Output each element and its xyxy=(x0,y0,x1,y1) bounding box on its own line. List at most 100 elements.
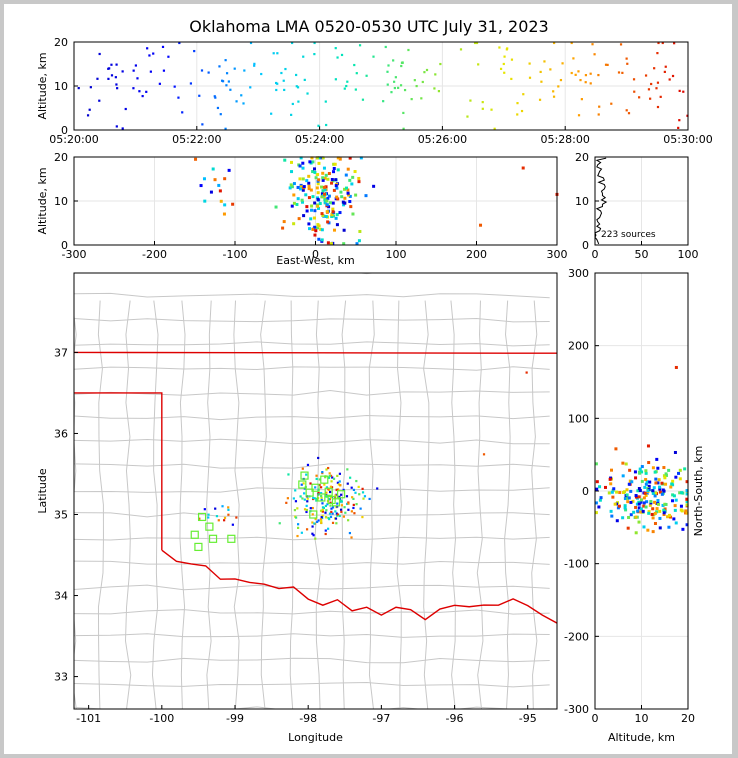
source-point xyxy=(656,499,660,503)
northsouth-altitude-panel: 0 10 20 -300 -200 -100 0 100 200 300 Altitude, km N… xyxy=(564,267,705,744)
source-point xyxy=(316,191,320,195)
source-point xyxy=(626,500,630,504)
source-point xyxy=(678,477,682,481)
source-point xyxy=(302,55,305,58)
source-point xyxy=(312,534,315,537)
source-point xyxy=(662,489,666,493)
state-border-north xyxy=(74,351,557,354)
source-point xyxy=(325,210,329,214)
source-point xyxy=(644,505,648,509)
source-point xyxy=(632,510,636,514)
source-point xyxy=(680,491,684,495)
source-point xyxy=(658,509,662,513)
source-point xyxy=(634,494,638,498)
source-point xyxy=(357,485,360,489)
source-point xyxy=(308,160,312,164)
source-point xyxy=(621,461,625,465)
source-point xyxy=(272,52,275,55)
source-point xyxy=(132,87,135,90)
source-point xyxy=(301,177,305,181)
source-point xyxy=(681,527,685,531)
source-point xyxy=(639,510,643,514)
county-line xyxy=(289,300,294,709)
source-point xyxy=(167,55,170,58)
source-point xyxy=(636,509,640,513)
source-point xyxy=(671,74,675,78)
source-point xyxy=(637,520,641,524)
source-point xyxy=(655,510,659,514)
y-tick-label: -300 xyxy=(564,703,589,716)
source-point xyxy=(330,510,333,514)
source-point xyxy=(403,88,407,92)
source-point xyxy=(311,506,314,510)
source-point xyxy=(321,171,325,175)
source-point xyxy=(321,176,325,180)
x-tick-label: 05:30:00 xyxy=(663,133,712,146)
source-point xyxy=(317,456,320,460)
source-point xyxy=(528,62,531,65)
source-point xyxy=(328,517,331,521)
source-point xyxy=(199,184,203,188)
source-point xyxy=(638,96,641,99)
source-point xyxy=(306,463,310,467)
source-point xyxy=(682,90,685,93)
source-point xyxy=(673,504,677,508)
source-point xyxy=(584,81,587,84)
source-point xyxy=(305,504,308,507)
source-point xyxy=(295,85,298,88)
lma-station-marker xyxy=(298,480,307,489)
source-point xyxy=(648,503,652,507)
source-point xyxy=(316,173,320,177)
county-line xyxy=(151,300,159,709)
source-point xyxy=(617,504,621,508)
source-point xyxy=(612,487,616,491)
y-axis-label: North-South, km xyxy=(692,446,705,537)
source-point xyxy=(320,195,324,199)
source-point xyxy=(331,207,335,211)
source-point xyxy=(645,480,649,484)
source-point xyxy=(320,498,323,502)
source-point xyxy=(685,523,689,527)
source-point xyxy=(334,78,337,81)
source-point xyxy=(315,186,319,190)
source-point xyxy=(633,90,636,93)
source-point xyxy=(319,486,323,489)
source-point xyxy=(574,73,577,76)
y-tick-label: 300 xyxy=(568,267,589,280)
source-point xyxy=(674,521,678,525)
source-point xyxy=(402,111,405,115)
county-line xyxy=(74,341,550,347)
source-point xyxy=(222,212,226,216)
source-point xyxy=(242,102,245,105)
source-point xyxy=(623,504,627,508)
county-line xyxy=(476,300,484,709)
source-point xyxy=(642,496,646,500)
county-line xyxy=(124,300,132,709)
y-tick-label: 34 xyxy=(54,590,68,603)
source-point xyxy=(316,182,320,186)
source-point xyxy=(335,522,338,525)
source-point xyxy=(284,67,287,71)
source-point xyxy=(570,71,573,75)
source-point xyxy=(603,485,607,489)
source-point xyxy=(363,495,367,498)
axes-frame xyxy=(594,156,689,246)
axes-frame xyxy=(73,156,558,246)
x-tick-label: 05:24:00 xyxy=(295,133,344,146)
source-point xyxy=(334,494,337,497)
source-point xyxy=(352,488,356,491)
source-point xyxy=(311,532,314,535)
source-point xyxy=(297,217,301,221)
source-point xyxy=(663,70,666,73)
source-point xyxy=(339,499,342,502)
source-point xyxy=(326,503,329,506)
source-point xyxy=(355,72,358,75)
source-point xyxy=(107,67,110,70)
source-point xyxy=(286,497,289,500)
source-point xyxy=(325,123,328,127)
source-point xyxy=(332,166,336,170)
source-point xyxy=(307,196,311,200)
source-point xyxy=(349,205,353,209)
source-point xyxy=(207,513,210,516)
source-point xyxy=(561,62,564,65)
